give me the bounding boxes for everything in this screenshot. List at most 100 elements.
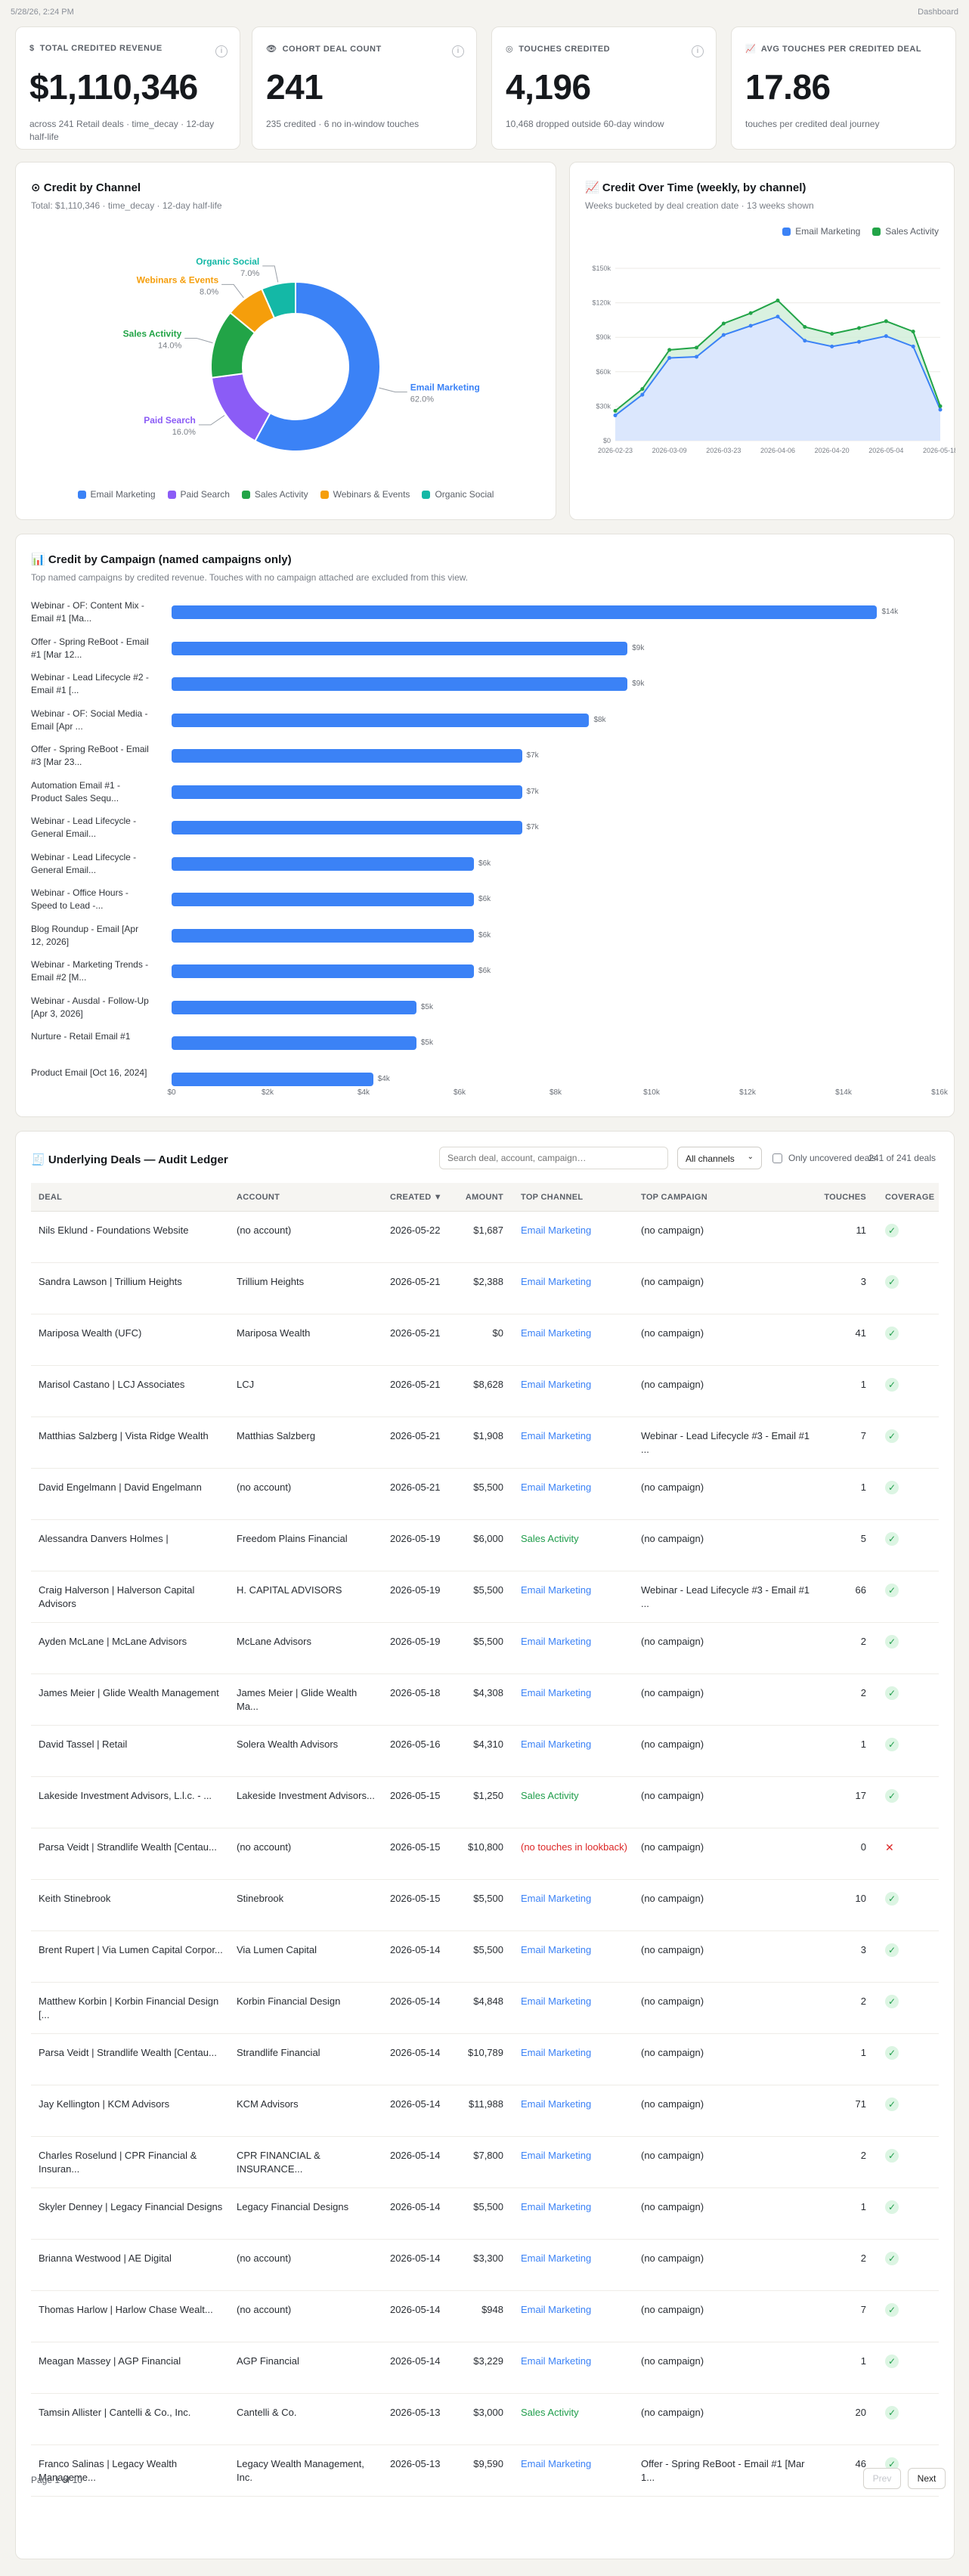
header-deal[interactable]: DEAL bbox=[39, 1193, 63, 1202]
header-top-channel[interactable]: TOP CHANNEL bbox=[521, 1193, 584, 1202]
cell-top-campaign: (no campaign) bbox=[641, 1636, 704, 1647]
header-top-campaign[interactable]: TOP CAMPAIGN bbox=[641, 1193, 707, 1202]
bar-label: Webinar - Marketing Trends - Email #2 [M… bbox=[31, 959, 149, 983]
cell-top-channel: Email Marketing bbox=[521, 2098, 592, 2110]
cell-top-channel: Email Marketing bbox=[521, 1327, 592, 1339]
cell-touches: 2 bbox=[860, 1636, 866, 1647]
check-icon: ✓ bbox=[885, 1327, 899, 1340]
cell-coverage: ✓ bbox=[885, 2303, 900, 2317]
pie-leader-line bbox=[221, 283, 244, 299]
bar-value-label: $7k bbox=[526, 751, 539, 760]
cell-coverage: ✕ bbox=[885, 1841, 900, 1854]
cell-amount: $10,789 bbox=[468, 2047, 503, 2058]
header-touches[interactable]: TOUCHES bbox=[824, 1193, 866, 1202]
point-sales bbox=[911, 330, 915, 334]
bar-row: Webinar - OF: Content Mix - Email #1 [Ma… bbox=[16, 595, 954, 630]
table-row[interactable]: Brianna Westwood | AE Digital (no account… bbox=[31, 2240, 939, 2291]
cell-top-campaign: (no campaign) bbox=[641, 1327, 704, 1339]
table-row[interactable]: Parsa Veidt | Strandlife Wealth [Centau.… bbox=[31, 2034, 939, 2085]
kpi-value: $1,110,346 bbox=[29, 67, 198, 107]
uncovered-checkbox[interactable] bbox=[772, 1153, 782, 1163]
card-title: 📊 Credit by Campaign (named campaigns on… bbox=[31, 553, 292, 566]
cell-touches: 10 bbox=[855, 1893, 866, 1904]
cell-top-campaign: (no campaign) bbox=[641, 2098, 704, 2110]
cell-touches: 46 bbox=[855, 2458, 866, 2469]
cell-coverage: ✓ bbox=[885, 1635, 900, 1649]
check-icon: ✓ bbox=[885, 1738, 899, 1751]
table-row[interactable]: Alessandra Danvers Holmes | Freedom Plain… bbox=[31, 1520, 939, 1571]
cell-amount: $5,500 bbox=[473, 1944, 503, 1955]
info-icon[interactable]: i bbox=[692, 45, 704, 57]
pie-leader-line bbox=[379, 387, 407, 393]
bar bbox=[172, 1036, 416, 1050]
x-tick-label: $8k bbox=[549, 1088, 562, 1097]
info-icon[interactable]: i bbox=[215, 45, 228, 57]
cell-deal: Lakeside Investment Advisors, L.l.c. - .… bbox=[39, 1790, 212, 1801]
cell-amount: $7,800 bbox=[473, 2150, 503, 2161]
cell-top-campaign: (no campaign) bbox=[641, 1841, 704, 1853]
point-email bbox=[803, 339, 807, 343]
table-row[interactable]: Matthias Salzberg | Vista Ridge Wealth Ma… bbox=[31, 1417, 939, 1469]
bar-value-label: $9k bbox=[632, 643, 645, 652]
table-row[interactable]: Sandra Lawson | Trillium Heights Trillium… bbox=[31, 1263, 939, 1314]
bar bbox=[172, 713, 590, 727]
cell-account: (no account) bbox=[237, 2252, 292, 2264]
table-row[interactable]: David Tassel | Retail Solera Wealth Advis… bbox=[31, 1726, 939, 1777]
table-row[interactable]: Thomas Harlow | Harlow Chase Wealt... (no… bbox=[31, 2291, 939, 2342]
next-button[interactable]: Next bbox=[908, 2468, 946, 2489]
table-row[interactable]: Nils Eklund - Foundations Website (no acc… bbox=[31, 1212, 939, 1263]
bar-row: Webinar - Lead Lifecycle - General Email… bbox=[16, 847, 954, 881]
kpi-sub: across 241 Retail deals · time_decay · 1… bbox=[29, 119, 215, 142]
table-row[interactable]: Tamsin Allister | Cantelli & Co., Inc. Ca… bbox=[31, 2394, 939, 2445]
cell-deal: Jay Kellington | KCM Advisors bbox=[39, 2098, 170, 2110]
table-row[interactable]: Craig Halverson | Halverson Capital Advi… bbox=[31, 1571, 939, 1623]
prev-button[interactable]: Prev bbox=[863, 2468, 901, 2489]
table-row[interactable]: Mariposa Wealth (UFC) Mariposa Wealth 2026… bbox=[31, 1314, 939, 1366]
table-row[interactable]: James Meier | Glide Wealth Management Jam… bbox=[31, 1674, 939, 1726]
bar-row: Automation Email #1 - Product Sales Sequ… bbox=[16, 775, 954, 810]
bar-value-label: $7k bbox=[526, 787, 539, 796]
table-row[interactable]: Charles Roselund | CPR Financial & Insur… bbox=[31, 2137, 939, 2188]
table-row[interactable]: Parsa Veidt | Strandlife Wealth [Centau.… bbox=[31, 1828, 939, 1880]
cell-amount: $11,988 bbox=[468, 2098, 503, 2110]
cell-top-channel: (no touches in lookback) bbox=[521, 1841, 627, 1853]
table-row[interactable]: Franco Salinas | Legacy Wealth Manageme.… bbox=[31, 2445, 939, 2497]
bar-row: Webinar - OF: Social Media - Email [Apr … bbox=[16, 703, 954, 738]
cell-amount: $2,388 bbox=[473, 1276, 503, 1287]
channel-filter-select[interactable]: All channels ⌄ bbox=[677, 1147, 762, 1169]
table-row[interactable]: Skyler Denney | Legacy Financial Designs… bbox=[31, 2188, 939, 2240]
cell-account: Legacy Wealth Management, Inc. bbox=[237, 2458, 364, 2483]
table-row[interactable]: Brent Rupert | Via Lumen Capital Corpor.… bbox=[31, 1931, 939, 1983]
header-account[interactable]: ACCOUNT bbox=[237, 1193, 280, 1202]
cell-created: 2026-05-21 bbox=[390, 1430, 441, 1441]
cell-touches: 17 bbox=[855, 1790, 866, 1801]
header-amount[interactable]: AMOUNT bbox=[465, 1193, 503, 1202]
cell-deal: Parsa Veidt | Strandlife Wealth [Centau.… bbox=[39, 1841, 217, 1853]
point-sales bbox=[748, 311, 753, 315]
table-row[interactable]: Marisol Castano | LCJ Associates LCJ 2026-… bbox=[31, 1366, 939, 1417]
table-row[interactable]: Matthew Korbin | Korbin Financial Design… bbox=[31, 1983, 939, 2034]
check-icon: ✓ bbox=[885, 1943, 899, 1957]
bar bbox=[172, 928, 475, 943]
legend-item: Email Marketing bbox=[77, 489, 156, 500]
info-icon[interactable]: i bbox=[452, 45, 464, 57]
kpi-card-avg-touches: 📈 AVG TOUCHES PER CREDITED DEAL 17.86 to… bbox=[731, 26, 956, 150]
cell-coverage: ✓ bbox=[885, 1481, 900, 1494]
header-coverage[interactable]: COVERAGE bbox=[885, 1193, 935, 1202]
search-input[interactable] bbox=[439, 1147, 668, 1169]
x-tick-label: $6k bbox=[453, 1088, 466, 1097]
table-row[interactable]: Lakeside Investment Advisors, L.l.c. - .… bbox=[31, 1777, 939, 1828]
dashboard-link[interactable]: Dashboard bbox=[918, 8, 958, 17]
bar-label: Offer - Spring ReBoot - Email #3 [Mar 23… bbox=[31, 744, 149, 767]
cell-touches: 1 bbox=[860, 1482, 866, 1493]
cell-top-channel: Email Marketing bbox=[521, 2047, 592, 2058]
check-icon: ✓ bbox=[885, 1686, 899, 1700]
table-row[interactable]: Keith Stinebrook Stinebrook 2026-05-15 $5,5… bbox=[31, 1880, 939, 1931]
table-row[interactable]: Meagan Massey | AGP Financial AGP Financi… bbox=[31, 2342, 939, 2394]
table-row[interactable]: Ayden McLane | McLane Advisors McLane Adv… bbox=[31, 1623, 939, 1674]
table-row[interactable]: David Engelmann | David Engelmann (no acc… bbox=[31, 1469, 939, 1520]
table-row[interactable]: Jay Kellington | KCM Advisors KCM Advisor… bbox=[31, 2085, 939, 2137]
header-created[interactable]: CREATED ▼ bbox=[390, 1193, 442, 1202]
pie-leader-line bbox=[262, 265, 279, 283]
bar-label: Automation Email #1 - Product Sales Sequ… bbox=[31, 779, 121, 803]
